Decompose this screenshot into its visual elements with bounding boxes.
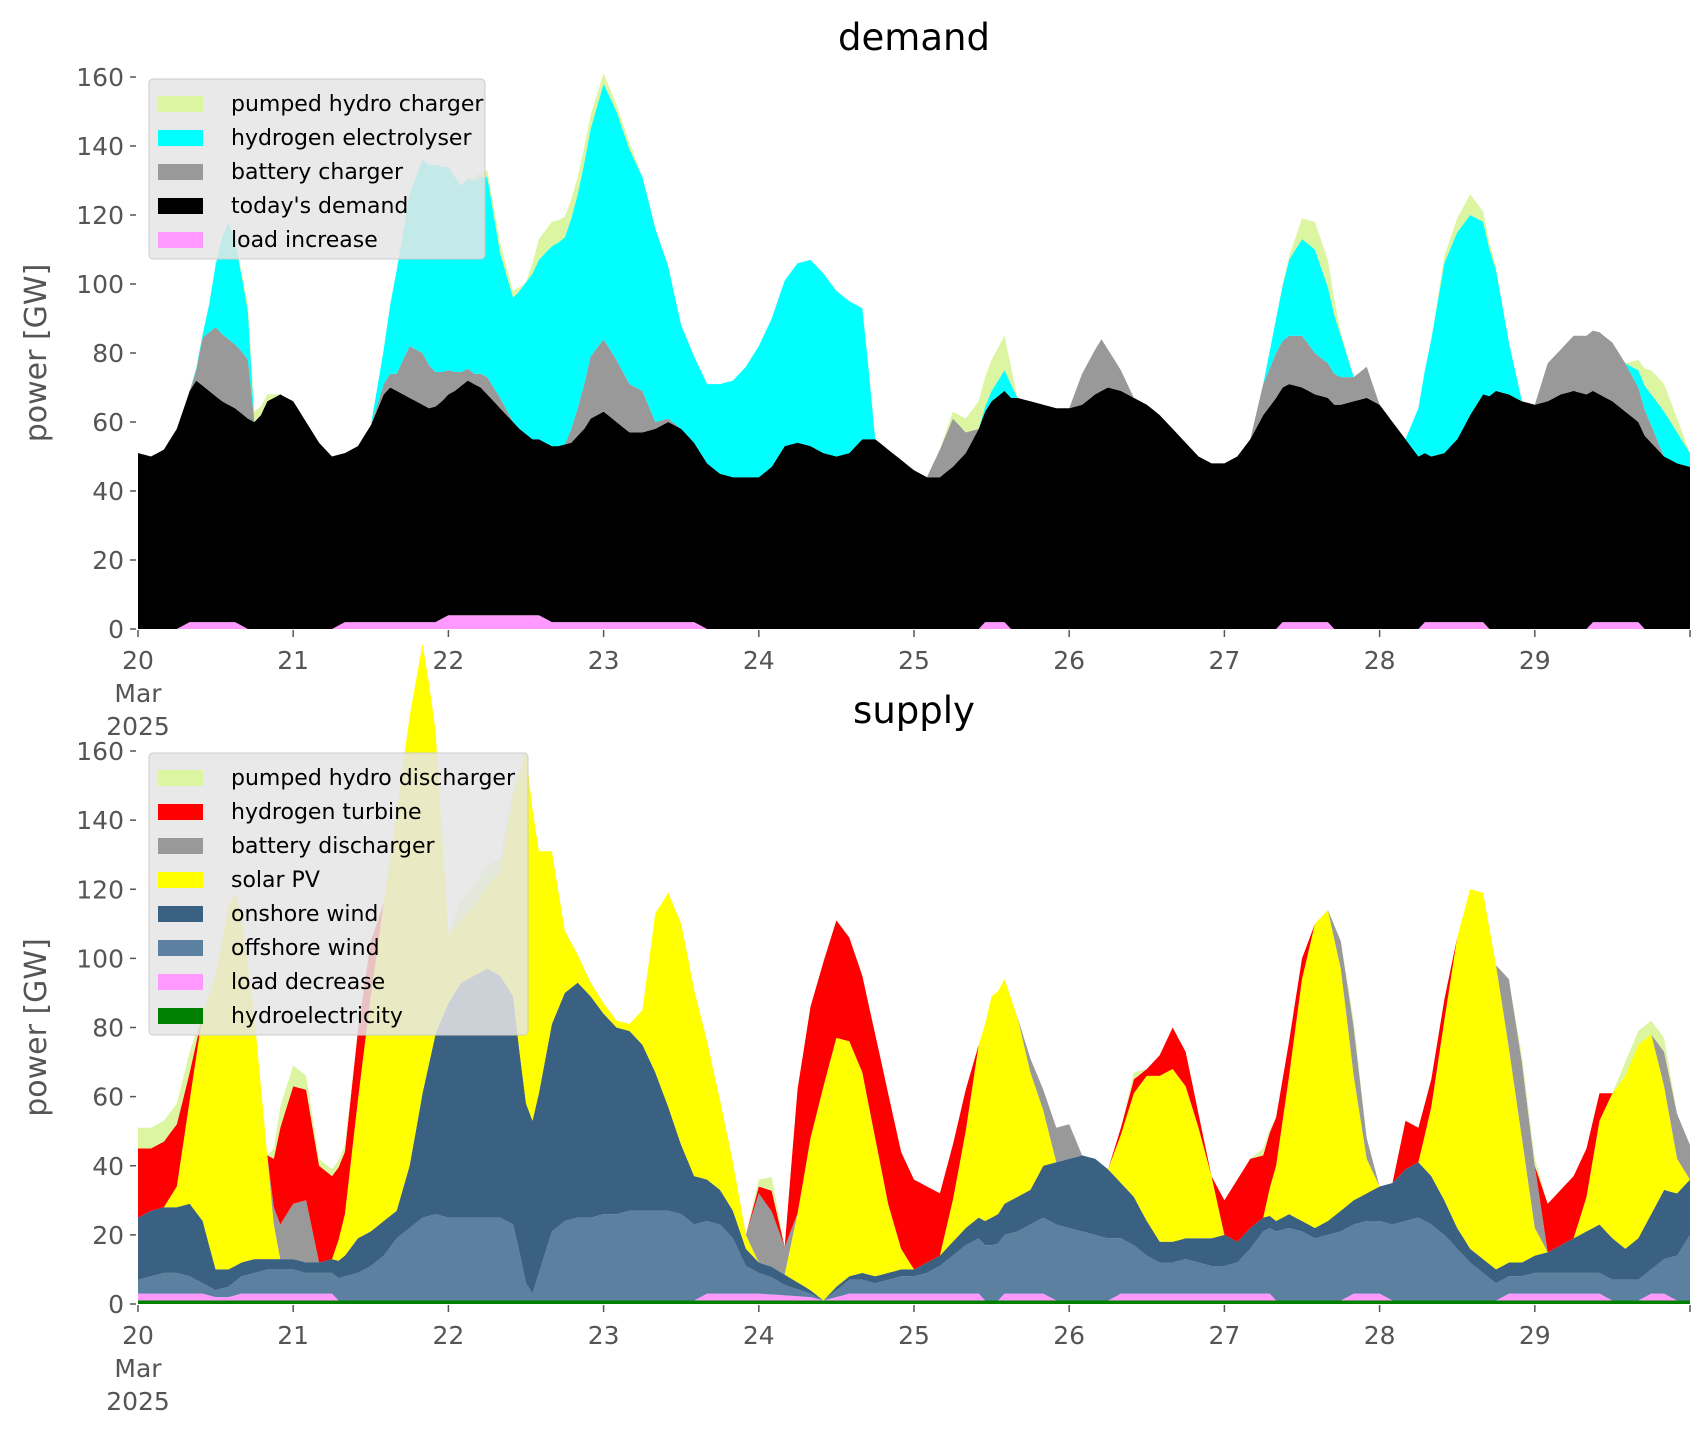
y-tick-label: 160: [76, 63, 124, 92]
y-tick-label: 40: [92, 1152, 124, 1181]
x-tick-label: 27: [1208, 646, 1240, 675]
y-tick-label: 80: [92, 339, 124, 368]
x-tick-label: 29: [1519, 646, 1551, 675]
area-battery-charger: [138, 327, 1690, 478]
x-tick-label: 28: [1364, 1321, 1396, 1350]
y-tick-label: 120: [76, 875, 124, 904]
legend-label-battery-charger: battery charger: [231, 160, 404, 185]
y-tick-label: 100: [76, 270, 124, 299]
legend-swatch-load-increase: [158, 232, 203, 248]
legend: pumped hydro charger hydrogen electrolyse…: [148, 78, 486, 260]
legend-label-onshore-wind: onshore wind: [231, 902, 378, 927]
x-tick-label: Mar: [114, 679, 162, 708]
x-tick-label: 22: [432, 646, 464, 675]
x-tick-label: Mar: [114, 1354, 162, 1383]
y-tick-label: 60: [92, 1083, 124, 1112]
x-tick-label: 24: [743, 1321, 775, 1350]
legend-label-hydrogen-electrolyser: hydrogen electrolyser: [231, 126, 472, 151]
area-load-increase: [138, 615, 1690, 629]
legend-swatch-load-decrease: [158, 974, 203, 990]
area-onshore-wind: [138, 968, 1690, 1301]
y-tick-label: 160: [76, 737, 124, 766]
area-battery-discharger: [138, 643, 1690, 1275]
y-tick-label: 0: [108, 615, 124, 644]
legend-label-hydrogen-turbine: hydrogen turbine: [231, 800, 422, 825]
chart-title: supply: [853, 689, 975, 732]
x-tick-label: 28: [1364, 646, 1396, 675]
y-tick-label: 140: [76, 132, 124, 161]
legend-swatch-pumped-hydro-discharger: [158, 770, 203, 786]
legend-swatch-hydroelectricity: [158, 1008, 203, 1024]
legend-label-pumped-hydro-discharger: pumped hydro discharger: [231, 766, 516, 791]
x-tick-label: 20: [122, 1321, 154, 1350]
x-tick-label: 21: [277, 646, 309, 675]
x-tick-label: 25: [898, 646, 930, 675]
legend-label-battery-discharger: battery discharger: [231, 834, 436, 859]
x-tick-label: 27: [1208, 1321, 1240, 1350]
legend-label-solar-pv: solar PV: [231, 868, 320, 893]
y-axis-label: power [GW]: [19, 938, 54, 1117]
legend-swatch-solar-pv: [158, 872, 203, 888]
x-tick-label: 26: [1053, 1321, 1085, 1350]
legend-swatch-today-s-demand: [158, 198, 203, 214]
x-tick-label: 23: [588, 1321, 620, 1350]
x-tick-label: 29: [1519, 1321, 1551, 1350]
legend-swatch-onshore-wind: [158, 906, 203, 922]
x-tick-label: 26: [1053, 646, 1085, 675]
x-tick-label: 20: [122, 646, 154, 675]
legend-box: [148, 78, 486, 260]
legend-label-pumped-hydro-charger: pumped hydro charger: [231, 92, 484, 117]
x-tick-label: 21: [277, 1321, 309, 1350]
legend-label-load-increase: load increase: [231, 228, 378, 253]
legend: pumped hydro discharger hydrogen turbine b…: [148, 752, 529, 1036]
legend-swatch-battery-discharger: [158, 838, 203, 854]
legend-label-today-s-demand: today's demand: [231, 194, 408, 219]
area-hydroelectricity: [138, 1300, 1690, 1304]
x-tick-label: 22: [432, 1321, 464, 1350]
legend-swatch-hydrogen-electrolyser: [158, 130, 203, 146]
y-tick-label: 60: [92, 408, 124, 437]
chart-title: demand: [838, 16, 990, 59]
y-tick-label: 100: [76, 944, 124, 973]
y-tick-label: 40: [92, 477, 124, 506]
y-tick-label: 140: [76, 806, 124, 835]
area-load-decrease: [138, 1293, 1690, 1301]
legend-box: [148, 752, 529, 1036]
y-tick-label: 20: [92, 546, 124, 575]
y-axis-label: power [GW]: [19, 264, 54, 443]
legend-label-offshore-wind: offshore wind: [231, 936, 380, 961]
y-tick-label: 80: [92, 1014, 124, 1043]
legend-swatch-battery-charger: [158, 164, 203, 180]
area-offshore-wind: [138, 1210, 1690, 1301]
x-tick-label: 24: [743, 646, 775, 675]
area-hydrogen-electrolyser: [138, 83, 1690, 478]
y-tick-label: 20: [92, 1221, 124, 1250]
y-tick-label: 120: [76, 201, 124, 230]
y-tick-label: 0: [108, 1290, 124, 1319]
x-tick-label: 2025: [106, 1387, 170, 1416]
legend-swatch-hydrogen-turbine: [158, 804, 203, 820]
legend-swatch-pumped-hydro-charger: [158, 96, 203, 112]
x-tick-label: 2025: [106, 712, 170, 741]
x-tick-label: 23: [588, 646, 620, 675]
legend-swatch-offshore-wind: [158, 940, 203, 956]
x-tick-label: 25: [898, 1321, 930, 1350]
legend-label-hydroelectricity: hydroelectricity: [231, 1004, 403, 1029]
legend-label-load-decrease: load decrease: [231, 970, 385, 995]
area-today-s-demand: [138, 380, 1690, 629]
